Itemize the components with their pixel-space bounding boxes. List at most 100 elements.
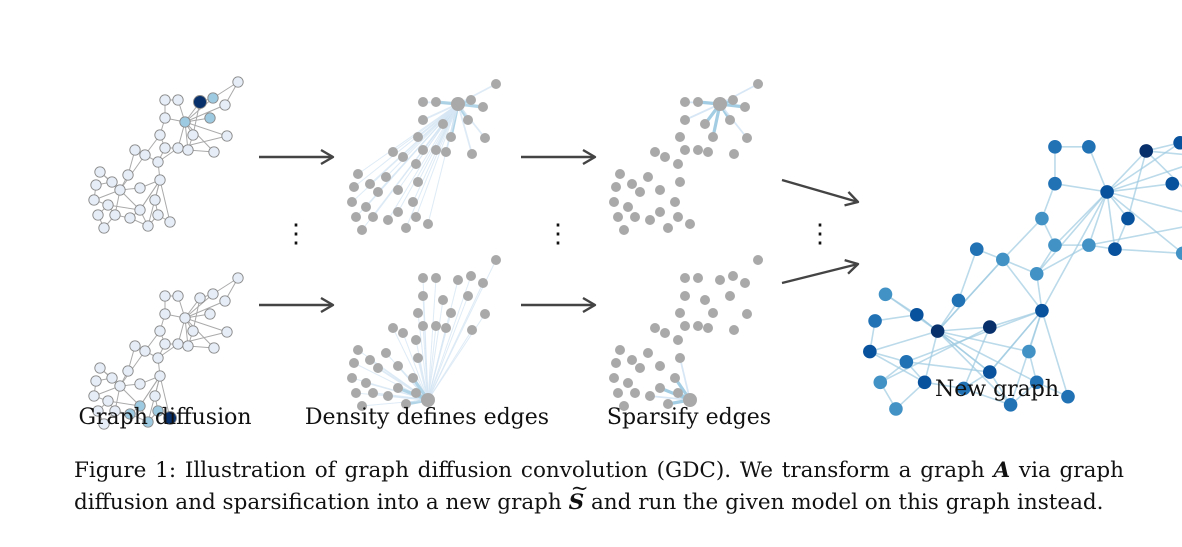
- density-node: [388, 323, 398, 333]
- density-node: [708, 132, 718, 142]
- new-graph-node: [899, 355, 914, 369]
- new-graph-node: [1082, 238, 1096, 252]
- sparsify-top: [609, 79, 763, 235]
- graph-edge: [184, 104, 226, 123]
- new-graph-node: [982, 365, 997, 379]
- density-node: [673, 159, 683, 169]
- density-node: [353, 345, 363, 355]
- graph-node: [102, 395, 114, 407]
- label-new-graph: New graph: [934, 377, 1060, 402]
- graph-node: [159, 112, 171, 124]
- density-node: [373, 187, 383, 197]
- density-node: [670, 373, 680, 383]
- new-graph-node: [951, 293, 966, 308]
- new-graph-node: [1082, 140, 1096, 154]
- new-graph-node: [969, 242, 984, 257]
- new-graph-node: [909, 307, 924, 322]
- density-node: [700, 119, 710, 129]
- density-node: [463, 115, 473, 125]
- new-graph-edge: [874, 313, 917, 322]
- density-node: [742, 309, 752, 319]
- density-node: [635, 363, 645, 373]
- arrow-shaft: [781, 262, 859, 285]
- label-density-defines-edges: Density defines edges: [304, 405, 550, 430]
- new-graph-node: [1175, 246, 1182, 261]
- density-node: [491, 79, 501, 89]
- new-graph-edge: [1002, 217, 1043, 261]
- graph-node: [221, 326, 233, 338]
- density-node: [388, 147, 398, 157]
- graph-node: [90, 179, 102, 191]
- density-node: [675, 308, 685, 318]
- density-node: [401, 399, 411, 409]
- graph-node: [109, 405, 121, 417]
- density-node: [728, 271, 738, 281]
- density-node: [715, 275, 725, 285]
- new-graph-node: [1029, 266, 1044, 281]
- new-graph-edge: [1146, 150, 1182, 156]
- density-node: [441, 147, 451, 157]
- new-graph-edge: [1088, 191, 1108, 246]
- new-graph-edge: [1106, 166, 1182, 193]
- new-graph-edge: [869, 350, 925, 384]
- density-node: [675, 177, 685, 187]
- density-node: [663, 223, 673, 233]
- density-node: [446, 132, 456, 142]
- graph-edge: [139, 179, 161, 211]
- density-node: [650, 147, 660, 157]
- graph-node: [193, 95, 207, 109]
- graph-node: [219, 99, 231, 111]
- density-node: [680, 273, 690, 283]
- arrow-shaft: [781, 178, 859, 204]
- density-node: [630, 212, 640, 222]
- graph-node: [207, 92, 219, 104]
- graph-node: [114, 380, 126, 392]
- graph-node: [159, 142, 171, 154]
- graph-node: [124, 212, 136, 224]
- arrow-head: [320, 296, 335, 314]
- density-node: [398, 328, 408, 338]
- caption-middle: via graph diffusion and sparsification i…: [74, 458, 1124, 515]
- density-node: [619, 225, 629, 235]
- new-graph-edge: [1054, 191, 1108, 246]
- density-node: [368, 388, 378, 398]
- density-node: [393, 383, 403, 393]
- new-graph-edge: [1106, 150, 1147, 193]
- density-node: [655, 185, 665, 195]
- graph-edge: [184, 300, 226, 319]
- new-graph-edge: [1054, 182, 1108, 193]
- density-node: [353, 169, 363, 179]
- density-node: [670, 197, 680, 207]
- graph-node: [172, 290, 184, 302]
- density-node: [421, 393, 435, 407]
- new-graph-edge: [1088, 226, 1182, 246]
- graph-node: [149, 390, 161, 402]
- graph-node: [142, 220, 154, 232]
- density-node: [725, 291, 735, 301]
- new-graph-node: [1003, 398, 1018, 412]
- density-node: [418, 97, 428, 107]
- density-node: [431, 321, 441, 331]
- new-graph-edge: [1041, 310, 1069, 397]
- graph-node: [208, 146, 220, 158]
- density-node: [467, 149, 477, 159]
- density-edge: [417, 357, 429, 401]
- graph-node: [172, 338, 184, 350]
- density-node: [411, 212, 421, 222]
- new-graph-edge: [937, 330, 1012, 406]
- graph-node: [124, 408, 136, 420]
- graph-node: [182, 144, 194, 156]
- density-edge: [427, 329, 473, 401]
- density-node: [680, 145, 690, 155]
- density-node: [453, 275, 463, 285]
- symbol-a: A: [993, 458, 1011, 483]
- graph-node: [152, 352, 164, 364]
- new-graph-edge: [1002, 258, 1043, 312]
- density-node: [693, 145, 703, 155]
- new-graph-node: [1022, 344, 1036, 359]
- density-node: [413, 308, 423, 318]
- density-node: [728, 95, 738, 105]
- graph-node: [208, 342, 220, 354]
- density-node: [645, 215, 655, 225]
